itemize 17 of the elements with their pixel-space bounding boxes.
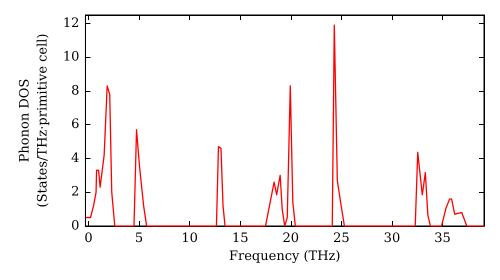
y-tick-label: 4 [71, 150, 80, 166]
x-tick-label: 20 [282, 231, 300, 246]
y-tick-label: 8 [71, 83, 80, 98]
y-tick-label: 0 [71, 218, 80, 234]
y-axis-title: Phonon DOS (States/THz·primitive cell) [18, 33, 50, 208]
y-tick-label: 2 [71, 184, 80, 200]
y-tick-label: 12 [62, 16, 80, 31]
x-tick-label: 5 [134, 231, 144, 246]
x-axis-title: Frequency (THz) [228, 249, 340, 264]
x-tick-label: 0 [84, 231, 93, 246]
x-tick-label: 35 [434, 231, 451, 246]
x-tick-label: 15 [232, 231, 248, 246]
x-tick-label: 10 [181, 231, 198, 246]
y-tick-label: 6 [71, 117, 80, 132]
x-tick-label: 30 [384, 231, 400, 246]
x-tick-label: 25 [333, 231, 350, 246]
y-tick-label: 10 [62, 50, 80, 65]
